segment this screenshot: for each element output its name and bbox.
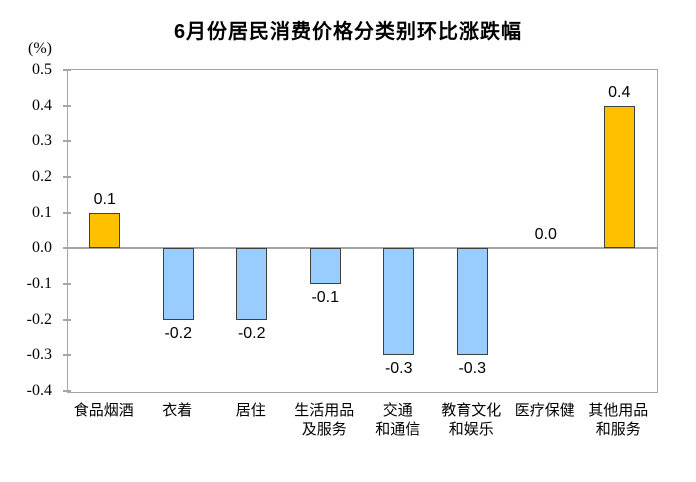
x-category-label: 医疗保健 <box>514 402 575 419</box>
bar <box>309 248 341 284</box>
y-tick-mark <box>63 247 71 250</box>
x-category-label: 衣着 <box>162 402 193 419</box>
y-tick-mark <box>63 69 71 71</box>
bar <box>603 105 635 249</box>
value-label: 0.1 <box>93 190 116 208</box>
bar <box>236 248 268 320</box>
x-category-label: 交通 和通信 <box>375 402 421 438</box>
y-tick-label: 0.2 <box>32 168 52 185</box>
y-axis-unit-label: (%) <box>28 40 52 57</box>
value-label: -0.3 <box>384 360 413 378</box>
y-tick-mark <box>63 104 71 107</box>
bar <box>383 248 415 356</box>
value-label: 0.4 <box>608 83 631 101</box>
y-tick-label: -0.1 <box>26 275 52 292</box>
y-tick-label: 0.1 <box>32 203 52 221</box>
value-label: -0.2 <box>164 324 193 342</box>
y-tick-label: 0.0 <box>32 239 52 257</box>
zero-axis-line <box>68 247 657 250</box>
y-tick-label: 0.4 <box>32 96 52 114</box>
x-category-label: 居住 <box>235 402 266 419</box>
y-tick-mark <box>63 318 71 321</box>
x-category-label: 教育文化 和娱乐 <box>441 402 502 438</box>
bar <box>456 248 488 356</box>
value-label: -0.3 <box>458 360 487 378</box>
value-label: -0.1 <box>311 289 340 306</box>
y-tick-mark <box>63 283 71 285</box>
y-tick-label: -0.3 <box>26 346 52 364</box>
y-tick-mark <box>63 140 71 143</box>
x-category-label: 其他用品 和服务 <box>588 402 649 438</box>
value-label: -0.2 <box>237 324 266 342</box>
y-tick-mark <box>63 211 71 214</box>
y-tick-label: 0.5 <box>32 61 52 78</box>
plot-area: 0.1 -0.2 -0.2 -0.1 -0.3 -0.3 0.0 0.4 <box>63 69 658 393</box>
value-label: 0.0 <box>534 226 557 244</box>
y-tick-label: -0.2 <box>26 310 52 328</box>
y-tick-label: -0.4 <box>26 382 52 399</box>
y-tick-mark <box>63 390 71 392</box>
y-tick-mark <box>63 176 71 178</box>
y-tick-mark <box>63 354 71 357</box>
bar <box>162 248 194 320</box>
y-tick-label: 0.3 <box>32 132 52 150</box>
x-category-label: 生活用品 及服务 <box>294 402 355 438</box>
chart-title: 6月份居民消费价格分类别环比涨跌幅 <box>173 21 523 43</box>
bar <box>89 212 121 249</box>
x-category-label: 食品烟酒 <box>73 402 134 419</box>
